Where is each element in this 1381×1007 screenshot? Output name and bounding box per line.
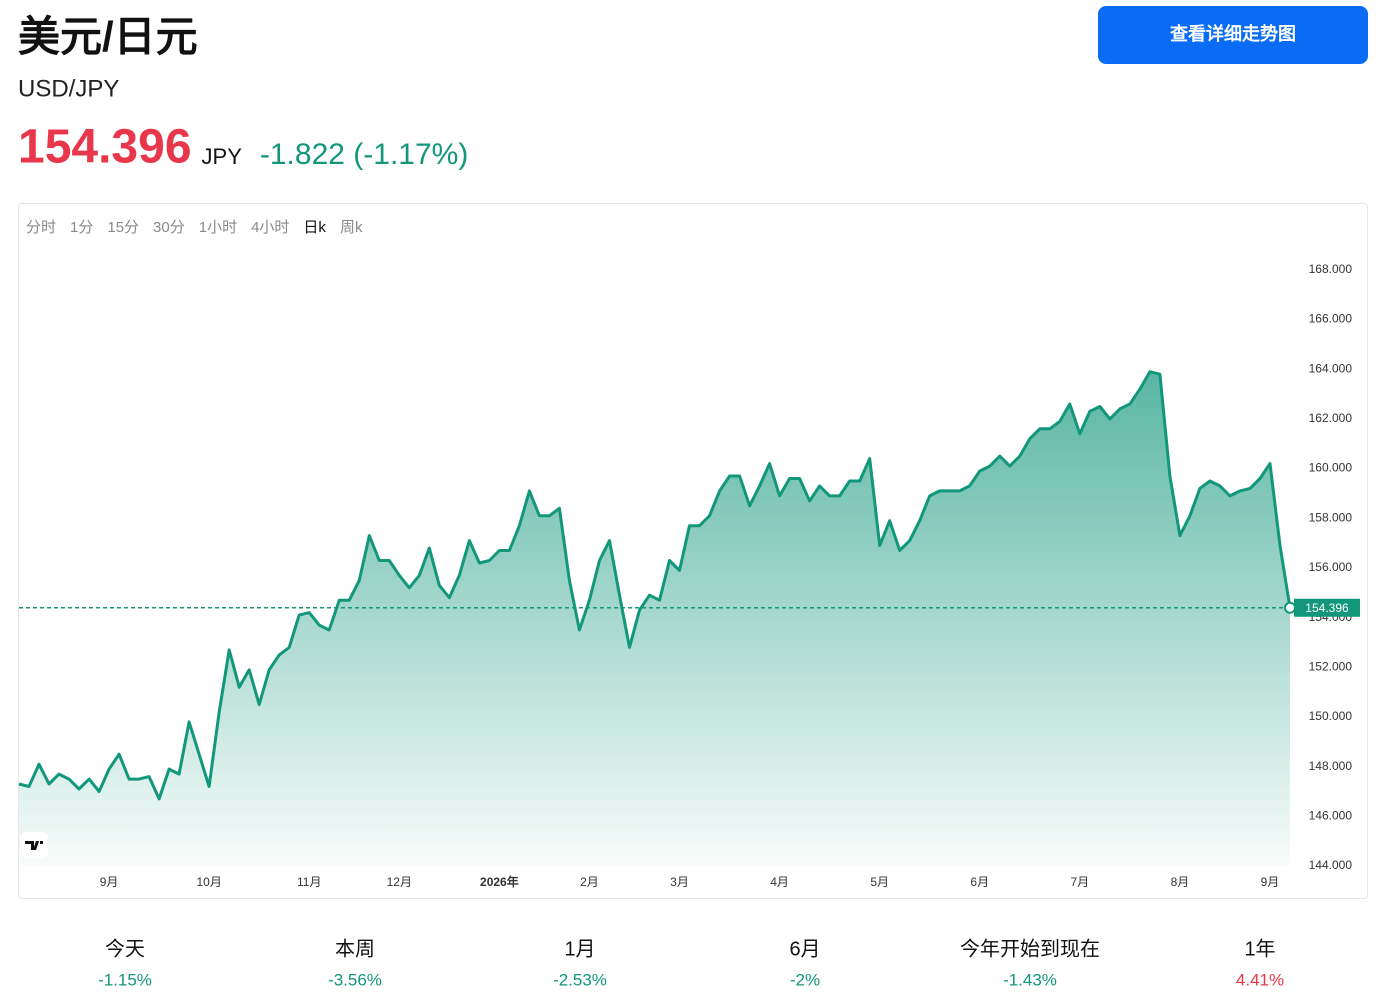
- subtitle: USD/JPY: [18, 75, 119, 102]
- x-tick-label: 3月: [670, 875, 689, 889]
- x-tick-label: 2026年: [480, 874, 519, 889]
- x-tick-label: 6月: [970, 875, 989, 889]
- period-change: -1.43%: [1003, 970, 1057, 989]
- interval-tab[interactable]: 1分: [70, 219, 93, 236]
- interval-tab[interactable]: 周k: [340, 219, 363, 236]
- tv-logo: [20, 832, 48, 858]
- y-tick-label: 144.000: [1309, 858, 1353, 872]
- period-label: 本周: [335, 937, 375, 960]
- period-label: 1月: [564, 938, 595, 960]
- area: [19, 371, 1290, 866]
- detail-button-label[interactable]: 查看详细走势图: [1170, 23, 1296, 44]
- y-tick-label: 148.000: [1309, 759, 1353, 773]
- x-tick-label: 9月: [100, 875, 119, 889]
- period-label: 今天: [105, 937, 145, 960]
- y-tick-label: 152.000: [1309, 659, 1353, 673]
- price-line: [18, 370, 1292, 801]
- interval-tab[interactable]: 30分: [153, 219, 185, 236]
- x-tick-label: 8月: [1171, 875, 1190, 889]
- tv-logo-mark: [25, 841, 43, 850]
- x-tick-label: 7月: [1070, 875, 1089, 889]
- interval-tab[interactable]: 分时: [26, 219, 56, 236]
- price: 154.396: [18, 121, 192, 174]
- x-tick-label: 9月: [1261, 875, 1280, 889]
- interval-tab[interactable]: 日k: [303, 219, 326, 236]
- x-tick-label: 10月: [196, 875, 221, 889]
- interval-tab[interactable]: 4小时: [251, 219, 289, 236]
- period-change: -2%: [790, 970, 820, 989]
- y-tick-label: 160.000: [1309, 461, 1353, 475]
- x-tick-label: 4月: [770, 875, 789, 889]
- y-tick-label: 164.000: [1309, 361, 1353, 375]
- x-tick-label: 2月: [580, 875, 599, 889]
- detail-button[interactable]: [1098, 6, 1368, 64]
- last-price-tag: [1294, 598, 1360, 617]
- y-tick-label: 156.000: [1309, 560, 1353, 574]
- last-point: [1284, 601, 1296, 614]
- period-label: 6月: [789, 938, 820, 960]
- y-tick-label: 158.000: [1309, 510, 1353, 524]
- title: 美元/日元: [18, 13, 198, 60]
- period-change: -3.56%: [328, 970, 382, 989]
- period-change: -1.15%: [98, 970, 152, 989]
- y-tick-label: 162.000: [1309, 411, 1353, 425]
- price-change: -1.822 (-1.17%): [260, 138, 468, 171]
- last-price-label: 154.396: [1305, 601, 1349, 615]
- period-change: 4.41%: [1236, 970, 1284, 989]
- interval-tab[interactable]: 15分: [107, 219, 139, 236]
- y-tick-label: 168.000: [1309, 262, 1353, 276]
- y-tick-label: 150.000: [1309, 709, 1353, 723]
- x-tick-label: 12月: [387, 875, 412, 889]
- y-tick-label: 146.000: [1309, 808, 1353, 822]
- x-tick-label: 11月: [297, 875, 321, 889]
- period-label: 1年: [1244, 937, 1275, 960]
- period-change: -2.53%: [553, 970, 607, 989]
- y-tick-label: 166.000: [1309, 312, 1353, 326]
- period-label: 今年开始到现在: [960, 937, 1100, 960]
- x-tick-label: 5月: [870, 875, 889, 889]
- plot: 144.000146.000148.000150.000152.000154.0…: [18, 262, 1360, 889]
- interval-tab[interactable]: 1小时: [199, 219, 237, 236]
- price-unit: JPY: [202, 144, 243, 169]
- chart-frame: [18, 203, 1368, 899]
